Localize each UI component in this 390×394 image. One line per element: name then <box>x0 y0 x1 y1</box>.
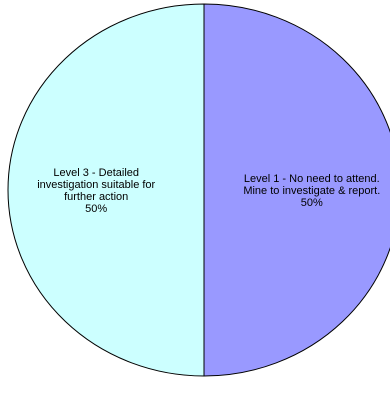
pie-slice-1 <box>203 3 390 377</box>
slice-label-2: Level 3 - Detailed investigation suitable… <box>37 167 155 215</box>
slice-percent-label: 50% <box>301 197 323 209</box>
slice-percent-label: 50% <box>85 203 107 215</box>
slice-label-line: Mine to investigate & report. <box>243 185 380 197</box>
pie-slice-2 <box>7 3 205 377</box>
slice-label-line: Level 1 - No need to attend. <box>244 173 380 185</box>
slice-label-line: Level 3 - Detailed <box>53 167 139 179</box>
slice-label-line: investigation suitable for <box>37 179 155 191</box>
slice-label-line: further action <box>64 191 128 203</box>
slice-label-1: Level 1 - No need to attend. Mine to inve… <box>243 173 380 209</box>
